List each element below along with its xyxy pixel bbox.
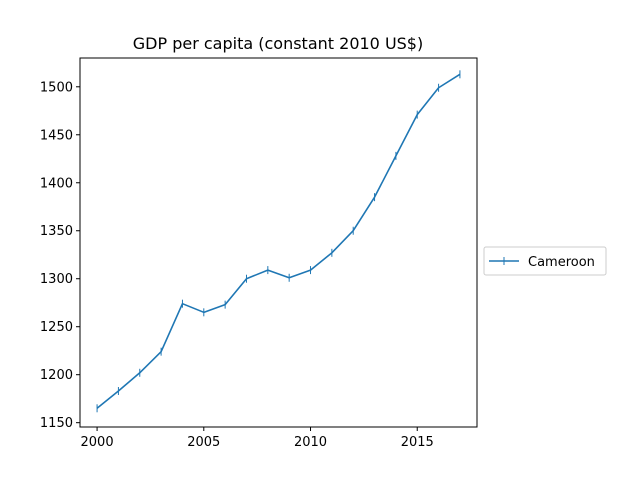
y-tick-label: 1500 bbox=[40, 80, 73, 95]
legend-label: Cameroon bbox=[528, 255, 595, 270]
x-axis: 2000 2005 2010 2015 bbox=[81, 427, 434, 450]
legend-box bbox=[483, 246, 607, 276]
x-tick-label: 2010 bbox=[294, 435, 327, 450]
chart-title: GDP per capita (constant 2010 US$) bbox=[133, 34, 423, 53]
y-axis: 1150 1200 1250 1300 1350 1400 1450 1500 bbox=[40, 80, 80, 431]
y-tick-label: 1200 bbox=[40, 368, 73, 383]
y-tick-label: 1150 bbox=[40, 416, 73, 431]
y-tick-label: 1300 bbox=[40, 272, 73, 287]
x-tick-label: 2000 bbox=[81, 435, 114, 450]
y-tick-label: 1250 bbox=[40, 320, 73, 335]
x-tick-label: 2015 bbox=[401, 435, 434, 450]
series-layer bbox=[96, 70, 461, 413]
y-tick-label: 1400 bbox=[40, 176, 73, 191]
legend: Cameroon bbox=[483, 246, 607, 276]
y-tick-label: 1450 bbox=[40, 128, 73, 143]
y-tick-label: 1350 bbox=[40, 224, 73, 239]
x-tick-label: 2005 bbox=[187, 435, 220, 450]
series-line bbox=[96, 73, 461, 409]
